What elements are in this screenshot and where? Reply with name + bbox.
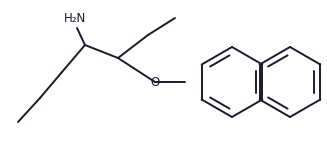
Text: H₂N: H₂N [64, 12, 86, 24]
Text: O: O [150, 75, 160, 88]
